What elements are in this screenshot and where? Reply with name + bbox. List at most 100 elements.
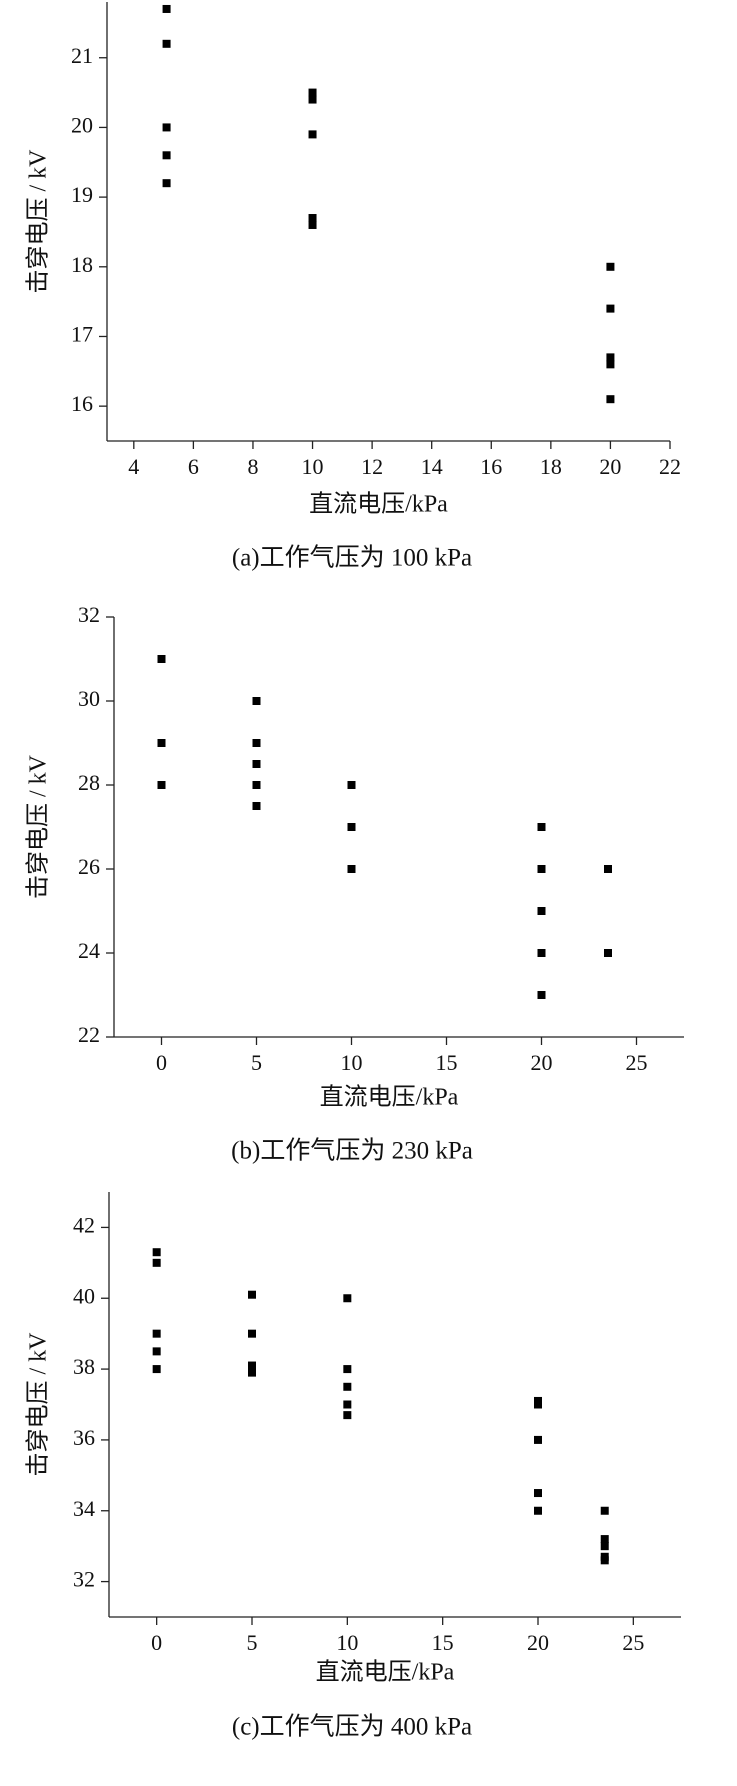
point	[343, 1382, 352, 1391]
point	[537, 907, 546, 915]
y-axis-label: 击穿电压 / kV	[25, 754, 52, 899]
point	[343, 1365, 352, 1374]
point	[600, 1556, 609, 1565]
x-tick-label: 15	[432, 1630, 454, 1655]
point	[606, 360, 615, 369]
x-tick-label: 12	[361, 454, 383, 479]
point	[152, 1365, 161, 1374]
point	[347, 823, 356, 831]
y-tick-label: 30	[78, 686, 100, 711]
point	[252, 760, 261, 768]
x-axis-label: 直流电压/kPa	[320, 1084, 459, 1111]
x-tick-label: 22	[659, 454, 681, 479]
y-tick-label: 21	[71, 43, 93, 68]
caption: (c)工作气压为 400 kPa	[232, 1713, 472, 1741]
y-tick-label: 22	[78, 1022, 100, 1047]
point	[537, 991, 546, 999]
y-tick-label: 42	[73, 1212, 95, 1237]
x-tick-label: 5	[251, 1050, 262, 1075]
point	[152, 1248, 161, 1257]
point	[308, 130, 317, 139]
point	[162, 39, 171, 48]
y-tick-label: 28	[78, 770, 100, 795]
point	[162, 4, 171, 13]
point	[308, 214, 317, 223]
point	[534, 1400, 542, 1409]
y-axis-label: 击穿电压 / kV	[25, 149, 52, 294]
y-tick-label: 16	[71, 391, 93, 416]
point	[157, 781, 166, 789]
point	[606, 353, 615, 362]
x-tick-label: 4	[128, 454, 139, 479]
y-axis-label: 击穿电压 / kV	[25, 1332, 52, 1477]
point	[162, 179, 171, 188]
y-tick-label: 17	[71, 322, 93, 347]
x-tick-label: 15	[436, 1050, 458, 1075]
caption: (b)工作气压为 230 kPa	[231, 1137, 473, 1165]
point	[162, 151, 171, 160]
point	[343, 1400, 352, 1409]
point	[534, 1489, 542, 1498]
point	[343, 1411, 352, 1420]
point	[157, 739, 166, 747]
point	[157, 655, 166, 663]
x-tick-label: 6	[188, 454, 199, 479]
point	[248, 1329, 256, 1338]
point	[162, 123, 171, 132]
point	[308, 220, 317, 229]
point	[600, 1506, 609, 1515]
y-tick-label: 18	[71, 252, 93, 277]
x-tick-label: 0	[151, 1630, 162, 1655]
point	[534, 1506, 542, 1515]
point	[252, 781, 261, 789]
point	[600, 1542, 609, 1551]
point	[604, 865, 612, 873]
point	[152, 1347, 161, 1356]
x-tick-label: 20	[599, 454, 621, 479]
x-tick-label: 16	[480, 454, 502, 479]
x-tick-label: 10	[302, 454, 324, 479]
point	[248, 1368, 256, 1377]
point	[600, 1535, 609, 1544]
point	[252, 697, 261, 705]
point	[152, 1329, 161, 1338]
y-tick-label: 40	[73, 1283, 95, 1308]
x-axis-label: 直流电压/kPa	[316, 1659, 455, 1686]
x-tick-label: 14	[421, 454, 443, 479]
x-tick-label: 25	[626, 1050, 648, 1075]
point	[252, 802, 261, 810]
point	[248, 1361, 256, 1370]
y-tick-label: 24	[78, 938, 100, 963]
x-tick-label: 25	[622, 1630, 644, 1655]
point	[534, 1435, 542, 1444]
y-tick-label: 19	[71, 182, 93, 207]
point	[537, 949, 546, 957]
x-tick-label: 20	[527, 1630, 549, 1655]
point	[537, 865, 546, 873]
x-tick-label: 5	[247, 1630, 258, 1655]
y-tick-label: 20	[71, 112, 93, 137]
point	[606, 262, 615, 271]
x-tick-label: 8	[247, 454, 258, 479]
x-tick-label: 0	[156, 1050, 167, 1075]
point	[604, 949, 612, 957]
y-tick-label: 34	[73, 1496, 95, 1521]
y-tick-label: 26	[78, 854, 100, 879]
point	[308, 95, 317, 104]
y-tick-label: 36	[73, 1425, 95, 1450]
x-tick-label: 10	[336, 1630, 358, 1655]
x-tick-label: 10	[341, 1050, 363, 1075]
point	[347, 781, 356, 789]
point	[343, 1294, 352, 1303]
point	[537, 823, 546, 831]
point	[606, 304, 615, 313]
x-axis-label: 直流电压/kPa	[309, 491, 448, 518]
y-tick-label: 38	[73, 1354, 95, 1379]
point	[347, 865, 356, 873]
point	[252, 739, 261, 747]
x-tick-label: 18	[540, 454, 562, 479]
y-tick-label: 32	[73, 1567, 95, 1592]
point	[152, 1258, 161, 1267]
point	[248, 1290, 256, 1299]
